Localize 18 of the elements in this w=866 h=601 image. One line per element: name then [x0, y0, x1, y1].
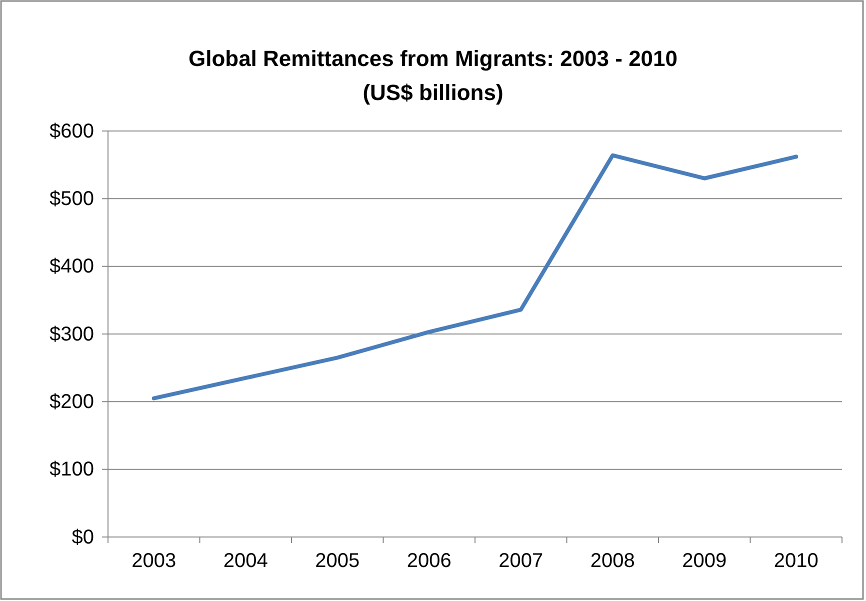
x-tick-label: 2005 — [315, 550, 360, 572]
y-tick-label: $400 — [50, 256, 94, 278]
y-tick-label: $200 — [50, 391, 94, 414]
chart-title: Global Remittances from Migrants: 2003 - 2010 — [188, 46, 678, 71]
x-tick-label: 2004 — [223, 550, 268, 572]
line-series — [152, 153, 798, 400]
y-tick-label: $0 — [72, 526, 94, 548]
x-tick-label: 2007 — [498, 550, 544, 572]
y-tick-label: $600 — [50, 120, 94, 142]
y-tick-label: $500 — [50, 188, 94, 210]
y-tick-label: $300 — [50, 323, 94, 346]
y-tick-label: $100 — [50, 458, 94, 481]
x-tick-label: 2006 — [406, 550, 452, 572]
x-tick-label: 2009 — [682, 550, 727, 572]
x-tick-label: 2010 — [774, 550, 818, 572]
chart-subtitle: (US$ billions) — [362, 80, 504, 105]
x-tick-label: 2008 — [590, 550, 635, 572]
x-tick-label: 2003 — [132, 550, 176, 572]
